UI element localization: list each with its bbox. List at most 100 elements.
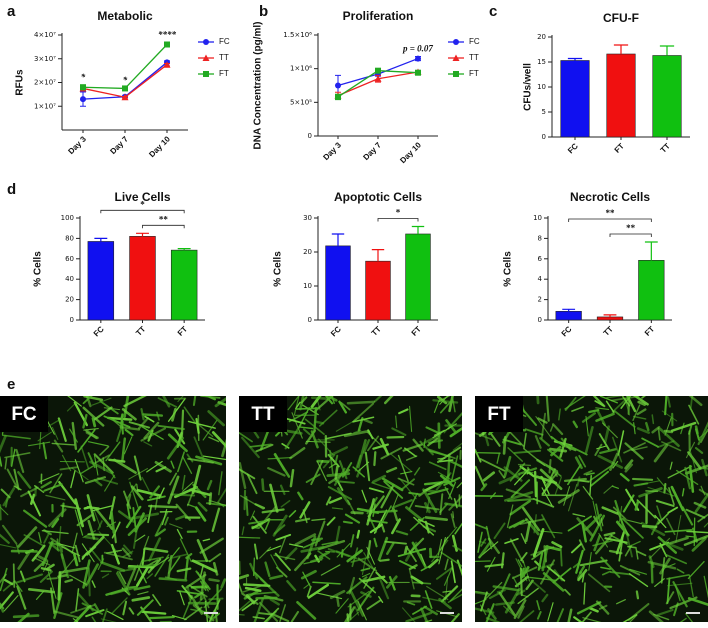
cell (154, 496, 159, 510)
cell (350, 534, 355, 548)
cell (311, 518, 326, 521)
cell (278, 604, 287, 622)
cell (83, 427, 99, 431)
cell (181, 455, 193, 474)
cell (623, 442, 646, 454)
cell (294, 552, 312, 572)
cell (74, 509, 84, 536)
cell (147, 495, 166, 502)
cell (587, 573, 611, 593)
cell (558, 408, 561, 421)
cell (202, 538, 211, 542)
cell (687, 597, 708, 606)
cell (252, 616, 265, 620)
cell (113, 458, 137, 474)
cell (545, 464, 562, 477)
cell (694, 425, 699, 435)
cell (346, 549, 363, 563)
cell (143, 441, 153, 447)
cell (578, 539, 586, 551)
cell (0, 567, 8, 592)
cell (335, 525, 341, 545)
cell (506, 504, 514, 528)
cell (0, 506, 9, 516)
cell (46, 577, 58, 580)
cell (384, 540, 407, 545)
cell (111, 597, 128, 615)
cell (99, 445, 110, 456)
cell (89, 460, 114, 475)
cell (199, 564, 204, 578)
cell (482, 471, 496, 482)
significance-label: ** (606, 208, 616, 218)
cell (179, 538, 192, 563)
cell (424, 502, 431, 514)
cell (169, 523, 183, 529)
cell (239, 573, 250, 580)
cell (324, 550, 335, 553)
cell (661, 441, 682, 452)
cell (248, 519, 268, 525)
cell (346, 613, 350, 622)
cell (373, 537, 378, 548)
cell (425, 426, 442, 435)
cell (335, 550, 358, 560)
cell (400, 470, 413, 475)
cell (85, 431, 99, 440)
cell (15, 573, 43, 584)
cell (148, 504, 178, 509)
cell (103, 415, 131, 428)
cell (121, 547, 131, 558)
cell (259, 430, 270, 451)
cell (628, 573, 649, 588)
cell (170, 460, 175, 469)
cell (559, 544, 563, 567)
cell (535, 475, 558, 485)
cell (128, 467, 148, 480)
cell (523, 432, 527, 449)
cell (450, 560, 456, 584)
cell (41, 540, 54, 567)
cell (327, 453, 340, 468)
cell (663, 483, 667, 494)
cell (254, 503, 266, 510)
cell (221, 438, 226, 458)
x-tick-label: TT (602, 324, 615, 337)
cell (171, 614, 187, 621)
cell (239, 431, 253, 443)
cell (366, 498, 375, 526)
cell (408, 492, 419, 510)
y-axis-label: % Cells (503, 251, 514, 287)
cell (404, 447, 417, 458)
cell (502, 435, 507, 455)
bar (87, 241, 115, 321)
cell (253, 557, 255, 577)
cell (386, 435, 405, 439)
cell (655, 499, 675, 507)
cell (536, 600, 541, 611)
cell (589, 474, 592, 496)
cell (53, 439, 64, 453)
cell (87, 519, 96, 540)
y-tick-label: 20 (303, 248, 312, 256)
cell (403, 545, 409, 555)
cell (46, 418, 61, 428)
cell (81, 545, 97, 559)
cell (270, 612, 290, 622)
x-tick-label: TT (370, 324, 383, 337)
cell (499, 573, 511, 596)
cell (450, 455, 459, 483)
cell (192, 396, 197, 407)
annotation: * (81, 72, 86, 82)
cell (334, 480, 355, 484)
cell (378, 596, 384, 603)
cell (581, 611, 592, 622)
cell (391, 427, 407, 436)
cell (595, 412, 615, 423)
cell (361, 557, 367, 575)
cell (143, 536, 150, 551)
cell (664, 396, 668, 416)
cell (103, 551, 133, 561)
cell (110, 543, 120, 565)
cell (475, 432, 493, 441)
